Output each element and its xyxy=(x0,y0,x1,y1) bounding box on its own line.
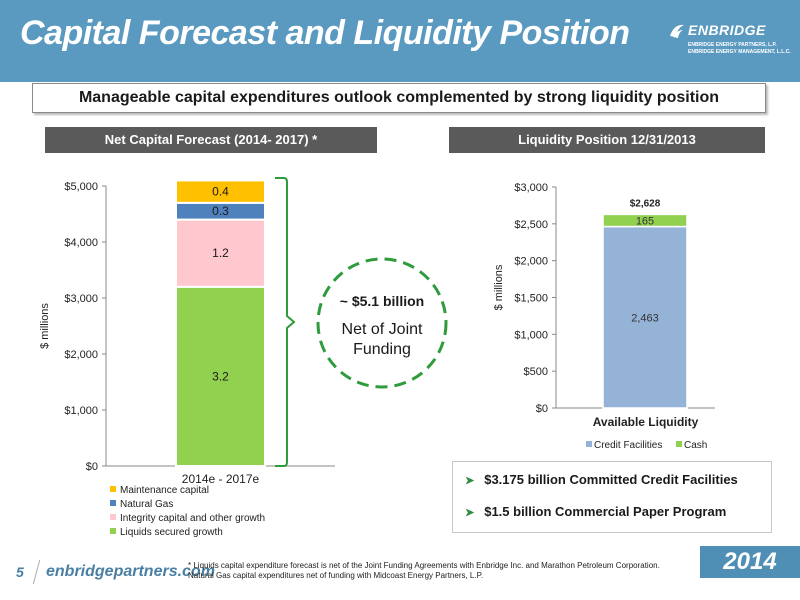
legend-label: Natural Gas xyxy=(120,499,173,510)
header-bar: Capital Forecast and Liquidity Position … xyxy=(0,0,800,82)
legend-label: Maintenance capital xyxy=(120,485,209,496)
callout-circle xyxy=(316,257,448,389)
capital-forecast-chart: $0 $1,000 $2,000 $3,000 $4,000 $5,000 $ millio… xyxy=(39,179,335,538)
callout-amount: ~ $5.1 billion xyxy=(340,293,424,309)
bar-segment xyxy=(602,213,688,228)
bar-total-label: $2,628 xyxy=(630,198,661,209)
legend-swatch xyxy=(110,528,116,534)
y-axis-label: $ millions xyxy=(39,303,51,349)
y-tick-label: $4,000 xyxy=(64,237,98,249)
y-tick-label: $1,500 xyxy=(514,293,548,305)
footer-website[interactable]: enbridgepartners.com xyxy=(46,563,215,580)
y-tick-label: $500 xyxy=(524,366,548,378)
x-tick-label: 2014e - 2017e xyxy=(182,472,260,486)
bar-data-label: 0.4 xyxy=(212,185,229,199)
bar-segment xyxy=(175,179,266,204)
bullet-item: ➤ $1.5 billion Commercial Paper Program xyxy=(465,504,726,519)
bar-data-label: 165 xyxy=(636,215,654,227)
bar-segment xyxy=(175,285,266,467)
legend-label: Liquids secured growth xyxy=(120,527,223,538)
subtitle-box: Manageable capital expenditures outlook … xyxy=(32,83,766,113)
y-tick-label: $5,000 xyxy=(64,181,98,193)
legend-label: Integrity capital and other growth xyxy=(120,513,265,524)
callout-line-1: Net of Joint xyxy=(342,321,423,338)
bullet-item: ➤ $3.175 billion Committed Credit Facilit… xyxy=(465,472,738,487)
page-title: Capital Forecast and Liquidity Position xyxy=(20,14,630,52)
arrow-icon: ➤ xyxy=(465,475,475,487)
liquidity-position-title: Liquidity Position 12/31/2013 xyxy=(449,127,765,153)
bullet-text: $3.175 billion Committed Credit Faciliti… xyxy=(484,472,738,487)
page-number: 5 xyxy=(16,564,24,580)
bar-data-label: 3.2 xyxy=(212,369,229,383)
bar-segment xyxy=(602,225,688,409)
y-tick-label: $0 xyxy=(86,461,98,473)
bar-data-label: 0.3 xyxy=(212,204,229,218)
subtitle: Manageable capital expenditures outlook … xyxy=(78,89,720,106)
capital-forecast-title: Net Capital Forecast (2014- 2017) * xyxy=(45,127,377,153)
y-tick-label: $3,000 xyxy=(64,293,98,305)
logo-line-2: ENBRIDGE ENERGY MANAGEMENT, L.L.C. xyxy=(688,49,791,55)
bar-data-label: 1.2 xyxy=(212,246,229,260)
bar-data-label: 2,463 xyxy=(631,312,659,324)
x-tick-label: Available Liquidity xyxy=(593,415,699,429)
legend-swatch xyxy=(110,500,116,506)
footnote: * Liquids capital expenditure forecast i… xyxy=(188,561,660,580)
logo-word: ENBRIDGE xyxy=(688,22,766,38)
legend-swatch xyxy=(110,514,116,520)
enbridge-logo: ENBRIDGE ENBRIDGE ENERGY PARTNERS, L.P. … xyxy=(668,22,791,62)
legend-label: Credit Facilities xyxy=(594,440,662,451)
bar-segment xyxy=(175,218,266,288)
y-tick-label: $2,500 xyxy=(514,219,548,231)
liquidity-bullets: ➤ $3.175 billion Committed Credit Facilit… xyxy=(452,461,772,533)
bracket xyxy=(275,177,296,467)
y-tick-label: $2,000 xyxy=(514,256,548,268)
y-axis-label: $ millions xyxy=(493,264,505,310)
y-tick-label: $0 xyxy=(536,403,548,415)
logo-line-1: ENBRIDGE ENERGY PARTNERS, L.P. xyxy=(688,42,777,48)
callout-line-2: Funding xyxy=(353,341,411,358)
legend-swatch xyxy=(676,441,682,447)
year-badge: 2014 xyxy=(700,546,800,578)
enbridge-logo-icon xyxy=(670,24,684,38)
y-tick-label: $3,000 xyxy=(514,182,548,194)
y-tick-label: $2,000 xyxy=(64,349,98,361)
liquidity-chart: $0 $500 $1,000 $1,500 $2,000 $2,500 $3,000 $ mi… xyxy=(493,182,715,451)
y-tick-label: $1,000 xyxy=(514,329,548,341)
legend-label: Cash xyxy=(684,440,707,451)
legend-swatch xyxy=(110,486,116,492)
y-tick-label: $1,000 xyxy=(64,405,98,417)
legend-swatch xyxy=(586,441,592,447)
arrow-icon: ➤ xyxy=(465,507,475,519)
bullet-text: $1.5 billion Commercial Paper Program xyxy=(484,504,727,519)
